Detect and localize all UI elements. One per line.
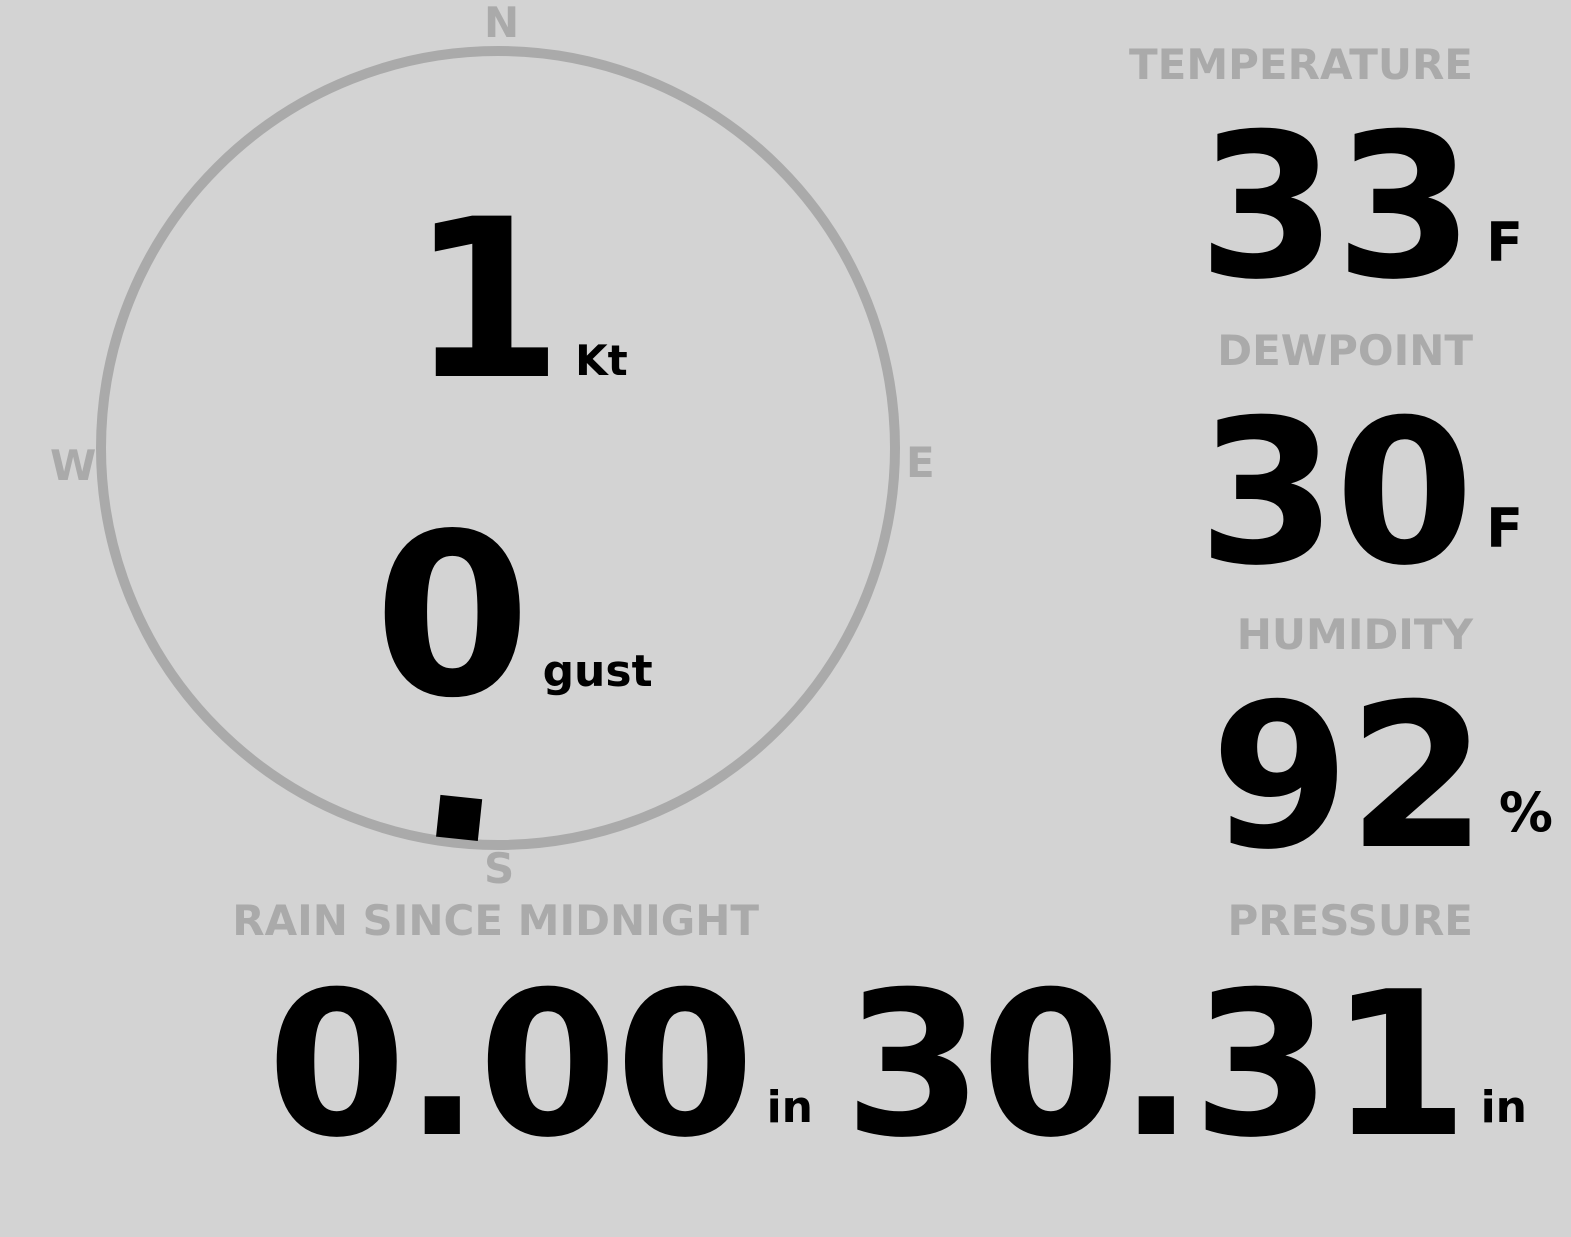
wind-gust-value: 0 <box>374 486 531 748</box>
compass-west-label: W <box>50 441 97 490</box>
humidity-value: 92 <box>1210 661 1487 894</box>
pressure-reading: 30.31 in <box>844 966 1527 1166</box>
pressure-label: PRESSURE <box>1227 896 1473 945</box>
dewpoint-value: 30 <box>1197 377 1474 610</box>
rain-reading: 0.00 in <box>267 966 813 1166</box>
compass-north-label: N <box>484 0 520 47</box>
humidity-label: HUMIDITY <box>1236 610 1473 659</box>
temperature-reading: 33 F <box>1198 108 1523 308</box>
dewpoint-unit: F <box>1486 497 1523 560</box>
pressure-value: 30.31 <box>843 949 1469 1182</box>
compass-east-label: E <box>906 438 935 487</box>
dewpoint-reading: 30 F <box>1198 394 1523 594</box>
compass-ring <box>96 46 900 850</box>
wind-speed-unit: Kt <box>575 336 628 385</box>
wind-gust: 0 gust <box>374 505 653 730</box>
rain-label: RAIN SINCE MIDNIGHT <box>232 896 759 945</box>
humidity-unit: % <box>1498 781 1553 844</box>
rain-value: 0.00 <box>267 949 754 1182</box>
wind-direction-pointer <box>436 794 483 842</box>
dewpoint-label: DEWPOINT <box>1217 326 1473 375</box>
temperature-label: TEMPERATURE <box>1129 40 1473 89</box>
wind-speed: 1 Kt <box>410 190 628 410</box>
temperature-value: 33 <box>1197 91 1474 324</box>
pressure-unit: in <box>1480 1082 1527 1133</box>
rain-unit: in <box>766 1082 813 1133</box>
compass-south-label: S <box>484 844 515 893</box>
wind-speed-value: 1 <box>410 172 563 428</box>
wind-gust-unit: gust <box>542 646 653 697</box>
humidity-reading: 92 % <box>1211 678 1553 878</box>
temperature-unit: F <box>1486 211 1523 274</box>
